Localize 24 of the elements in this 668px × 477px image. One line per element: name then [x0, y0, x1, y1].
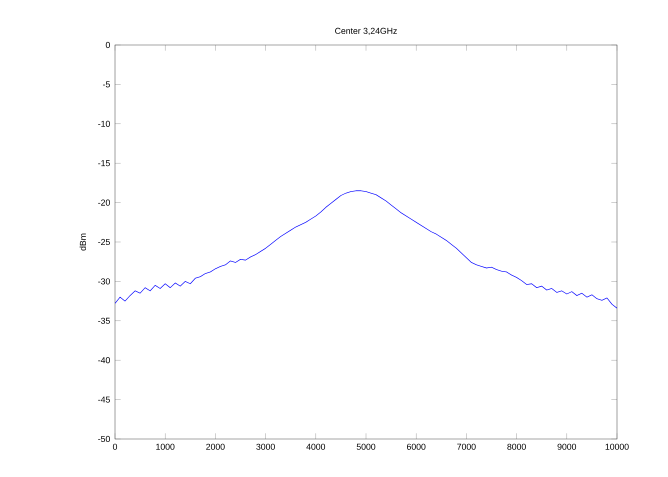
y-tick-label: -25 — [98, 238, 110, 246]
x-tick-label: 10000 — [606, 444, 629, 450]
x-tick-label: 1000 — [156, 444, 174, 450]
y-tick-label: 0 — [106, 42, 110, 48]
y-tick-label: -30 — [98, 278, 110, 284]
y-tick-label: -40 — [98, 357, 110, 364]
x-tick-label: 0 — [112, 444, 118, 450]
y-tick-label: -35 — [98, 318, 110, 324]
y-tick-label: -45 — [98, 396, 110, 403]
x-tick-label: 4000 — [306, 444, 326, 450]
x-tick-label: 9000 — [558, 444, 576, 450]
x-tick-label: 5000 — [356, 444, 376, 450]
x-tick-label: 7000 — [457, 444, 476, 450]
x-tick-label: 3000 — [256, 444, 275, 450]
x-tick-label: 2000 — [206, 444, 225, 450]
x-tick-label: 6000 — [407, 444, 426, 450]
y-tick-label: -20 — [98, 200, 110, 206]
y-tick-label: -50 — [98, 436, 110, 442]
x-tick-label: 8000 — [507, 444, 526, 450]
y-axis-title: dBm — [80, 234, 86, 251]
chart-title: Center 3,24GHz — [335, 28, 397, 35]
y-tick-label: -10 — [98, 120, 110, 127]
y-tick-label: -15 — [98, 160, 110, 166]
y-tick-label: -5 — [102, 81, 110, 88]
